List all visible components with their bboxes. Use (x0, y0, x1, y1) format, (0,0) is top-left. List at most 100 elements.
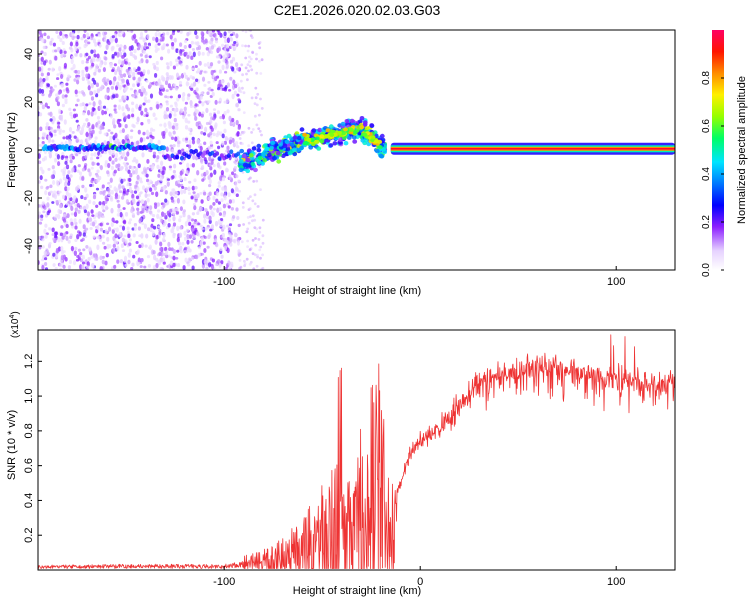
spectrogram-cell (98, 43, 102, 48)
spectrogram-cell (40, 72, 44, 77)
spectrogram-cell (159, 241, 163, 247)
spectrogram-cell (258, 59, 261, 63)
spectrogram-cell (197, 125, 201, 130)
spectrogram-cell (117, 208, 121, 213)
spectrogram-cell (76, 98, 80, 102)
spectrogram-cell (209, 119, 213, 124)
spectrogram-cell (254, 243, 258, 247)
spectrogram-cell (120, 243, 124, 249)
spectrogram-cell (91, 62, 95, 67)
spectrogram-cell (154, 72, 158, 78)
spectrogram-cell (196, 231, 200, 236)
spectrogram-cell (151, 230, 155, 237)
spectrogram-cell (223, 161, 227, 166)
spectrogram-cell (178, 80, 183, 85)
spectrogram-cell (78, 231, 82, 237)
spectrogram-cell (128, 45, 132, 52)
spectrogram-cell (141, 222, 145, 225)
spectrogram-cell (231, 56, 236, 62)
spectrogram-cell (252, 267, 256, 270)
spectrogram-cell (194, 65, 198, 68)
spectrogram-cell (214, 37, 218, 41)
spectrogram-cell (157, 139, 161, 145)
spectrogram-cell (176, 225, 180, 232)
spectrogram-cell (38, 143, 43, 147)
spectrogram-cell (110, 46, 114, 52)
spectrogram-cell (214, 263, 219, 267)
spectrogram-cell (139, 217, 143, 222)
spectrogram-cell (85, 227, 89, 231)
spectrogram-cell (187, 93, 191, 98)
spectrogram-cell (207, 175, 211, 180)
spectrogram-cell (129, 172, 133, 178)
spectrogram-cell (46, 35, 51, 40)
spectrogram-cell (255, 123, 259, 127)
spectrogram-cell (167, 48, 171, 54)
spectrogram-cell (42, 45, 46, 50)
spectrogram-cell (226, 137, 230, 141)
spectrogram-cell (76, 233, 80, 240)
spectrogram-cell (121, 185, 125, 190)
spectrogram-cell (114, 192, 118, 198)
spectrogram-cell (196, 169, 200, 176)
spectrogram-cell (199, 240, 203, 247)
spectrogram-cell (83, 105, 87, 112)
spectrogram-cell (207, 100, 211, 104)
spectrogram-cell (222, 213, 226, 218)
spectrogram-cell (127, 259, 131, 265)
spectrogram-cell (162, 166, 166, 171)
spectrogram-cell (132, 71, 136, 78)
spectrogram-cell (194, 186, 198, 190)
spectrogram-cell (44, 257, 48, 261)
snr-y-tick-label: 0.4 (23, 493, 35, 508)
spectrogram-cell (97, 39, 101, 43)
spectrogram-cell (174, 195, 178, 199)
spectrogram-cell (94, 41, 98, 47)
spectrogram-cell (200, 113, 204, 118)
spectrogram-cell (75, 41, 79, 47)
spectrogram-cell (166, 181, 170, 187)
spectrogram-cell (121, 237, 125, 243)
spectrogram-cell (258, 113, 261, 117)
spectrogram-cell (374, 139, 379, 144)
spectrogram-cell (223, 128, 227, 134)
spectrogram-cell (68, 46, 72, 50)
spectrogram-cell (107, 129, 111, 132)
spectrogram-cell (144, 244, 148, 248)
spectrogram-cell (74, 207, 78, 212)
spectrogram-cell (184, 186, 188, 191)
spectrogram-cell (243, 259, 246, 263)
spectrogram-cell (96, 115, 101, 120)
spectrogram-cell (296, 135, 302, 141)
spectrogram-cell (99, 105, 103, 111)
spectrogram-cell (169, 95, 173, 99)
spectrogram-cell (41, 140, 45, 145)
spectrogram-cell (159, 176, 163, 182)
spectrogram-cell (248, 207, 252, 211)
spectrogram-marks (38, 30, 675, 270)
spectrogram-cell (228, 199, 232, 204)
spectrogram-cell (251, 127, 255, 131)
spectrogram-cell (175, 122, 179, 127)
spectrogram-cell (183, 111, 187, 115)
spectrogram-cell (182, 137, 186, 142)
spectrogram-cell (211, 30, 216, 33)
spectrogram-cell (101, 204, 105, 210)
spectrogram-cell (110, 222, 114, 227)
spectrogram-cell (38, 66, 42, 72)
spectrogram-cell (63, 53, 67, 57)
spectrogram-cell (131, 101, 135, 106)
spectrogram-cell (121, 138, 125, 145)
spectrogram-cell (172, 30, 176, 33)
spectrogram-cell (198, 142, 202, 146)
spectrogram-cell (137, 129, 141, 135)
spectrogram-cell (199, 206, 203, 212)
spectrogram-cell (209, 228, 213, 232)
spectrogram-cell (135, 167, 139, 171)
spectrogram-cell (185, 64, 189, 70)
spectrogram-cell (144, 168, 148, 175)
spectrogram-cell (65, 157, 69, 162)
spectrogram-cell (166, 65, 170, 70)
spectrogram-cell (110, 165, 114, 171)
spectrogram-cell (104, 195, 108, 201)
